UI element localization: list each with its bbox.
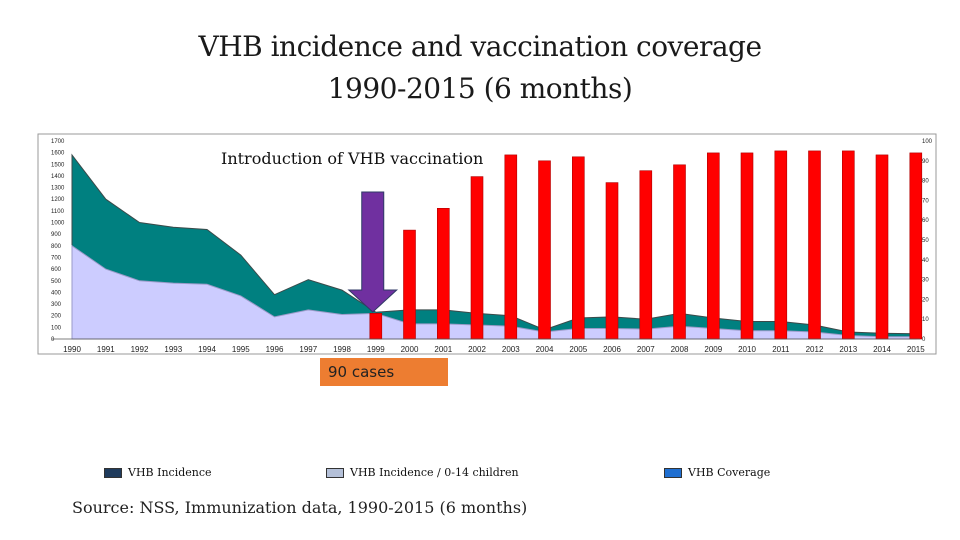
legend-incidence: VHB Incidence: [104, 466, 212, 479]
legend-incidence-children: VHB Incidence / 0-14 children: [326, 466, 519, 479]
y-left-tick-label: 700: [51, 256, 62, 262]
coverage-bar-2003: [504, 154, 518, 340]
coverage-bar-2000: [403, 229, 416, 340]
legend-swatch-coverage: [664, 467, 682, 478]
x-tick-label: 1993: [164, 345, 182, 354]
legend-swatch-incidence-children: [326, 467, 344, 478]
y-left-tick-label: 100: [51, 325, 62, 331]
coverage-bar-2015: [909, 152, 923, 340]
y-right-tick-label: 90: [922, 159, 929, 165]
y-right-tick-label: 30: [922, 278, 929, 284]
coverage-bar-2013: [841, 150, 855, 340]
y-right-tick-label: 80: [922, 179, 929, 185]
bar-layer: [369, 150, 923, 340]
introduction-arrow: [347, 191, 399, 313]
x-tick-label: 2012: [806, 345, 824, 354]
y-right-tick-label: 70: [922, 198, 929, 204]
x-tick-label: 2007: [637, 345, 655, 354]
chart-title-line1: VHB incidence and vaccination coverage: [198, 30, 762, 63]
y-left-tick-label: 900: [51, 232, 62, 238]
coverage-bar-2008: [673, 164, 686, 340]
y-right-tick-label: 10: [922, 317, 929, 323]
legend-swatch-incidence: [104, 467, 122, 478]
y-left-tick-label: 1600: [51, 151, 65, 157]
y-left-tick-label: 200: [51, 314, 62, 320]
coverage-bar-2001: [436, 208, 450, 340]
x-tick-label: 2009: [704, 345, 722, 354]
x-tick-label: 2003: [502, 345, 520, 354]
x-tick-label: 2004: [536, 345, 554, 354]
y-left-tick-label: 1200: [51, 197, 65, 203]
x-tick-label: 1990: [63, 345, 81, 354]
coverage-bar-2006: [605, 182, 619, 340]
coverage-bar-2009: [706, 152, 720, 340]
x-tick-label: 1995: [232, 345, 250, 354]
coverage-bar-2010: [740, 152, 754, 340]
tick-layer: 1990 1991 1992 1993 1994 1995 1996 1997 1998 1999…: [51, 139, 933, 354]
y-right-tick-label: 40: [922, 258, 929, 264]
y-left-tick-label: 1300: [51, 186, 65, 192]
y-left-tick-label: 1100: [51, 209, 65, 215]
x-tick-label: 1999: [367, 345, 385, 354]
cases-callout: 90 cases: [320, 358, 448, 386]
vaccination-annotation: Introduction of VHB vaccination: [221, 149, 484, 168]
coverage-bar-1999: [369, 312, 383, 340]
y-left-tick-label: 1500: [51, 162, 65, 168]
y-left-tick-label: 1700: [51, 139, 65, 145]
y-right-tick-label: 20: [922, 297, 929, 303]
x-tick-label: 2011: [772, 345, 790, 354]
y-left-tick-label: 0: [51, 337, 55, 343]
x-tick-label: 1996: [266, 345, 284, 354]
x-tick-label: 2005: [569, 345, 587, 354]
legend-label-coverage: VHB Coverage: [688, 466, 771, 479]
legend-label-incidence: VHB Incidence: [128, 466, 212, 479]
x-tick-label: 1994: [198, 345, 216, 354]
y-right-tick-label: 60: [922, 218, 929, 224]
legend-label-incidence-children: VHB Incidence / 0-14 children: [350, 466, 519, 479]
coverage-bar-2005: [571, 156, 585, 340]
source-note: Source: NSS, Immunization data, 1990-201…: [72, 498, 528, 517]
y-left-tick-label: 1400: [51, 174, 65, 180]
coverage-bar-2002: [470, 176, 484, 340]
y-left-tick-label: 600: [51, 267, 62, 273]
arrow-layer: [347, 191, 399, 313]
y-left-tick-label: 1000: [51, 221, 65, 227]
y-left-tick-label: 800: [51, 244, 62, 250]
y-right-tick-label: 0: [922, 337, 926, 343]
x-tick-label: 1998: [333, 345, 351, 354]
x-tick-label: 2000: [401, 345, 419, 354]
x-tick-label: 2014: [873, 345, 891, 354]
x-tick-label: 2010: [738, 345, 756, 354]
x-tick-label: 2001: [434, 345, 452, 354]
y-left-tick-label: 300: [51, 302, 62, 308]
coverage-bar-2011: [774, 150, 788, 340]
y-right-tick-label: 100: [922, 139, 933, 145]
coverage-bar-2014: [875, 154, 889, 340]
x-tick-label: 2002: [468, 345, 486, 354]
x-tick-label: 2006: [603, 345, 621, 354]
x-tick-label: 1992: [131, 345, 149, 354]
coverage-bar-2012: [808, 150, 821, 340]
coverage-bar-2004: [538, 160, 551, 340]
y-left-tick-label: 500: [51, 279, 62, 285]
legend-coverage: VHB Coverage: [664, 466, 770, 479]
y-right-tick-label: 50: [922, 238, 929, 244]
x-tick-label: 1991: [97, 345, 115, 354]
coverage-bar-2007: [639, 170, 653, 340]
chart-title-line2: 1990-2015 (6 months): [327, 72, 633, 105]
y-left-tick-label: 400: [51, 290, 62, 296]
x-tick-label: 2008: [671, 345, 689, 354]
x-tick-label: 2015: [907, 345, 925, 354]
x-tick-label: 1997: [299, 345, 317, 354]
x-tick-label: 2013: [839, 345, 857, 354]
